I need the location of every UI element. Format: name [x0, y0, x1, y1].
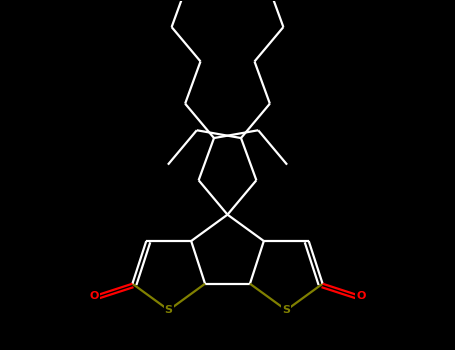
Text: O: O: [356, 291, 366, 301]
Text: S: S: [165, 305, 173, 315]
Text: O: O: [89, 291, 99, 301]
Text: S: S: [282, 305, 290, 315]
